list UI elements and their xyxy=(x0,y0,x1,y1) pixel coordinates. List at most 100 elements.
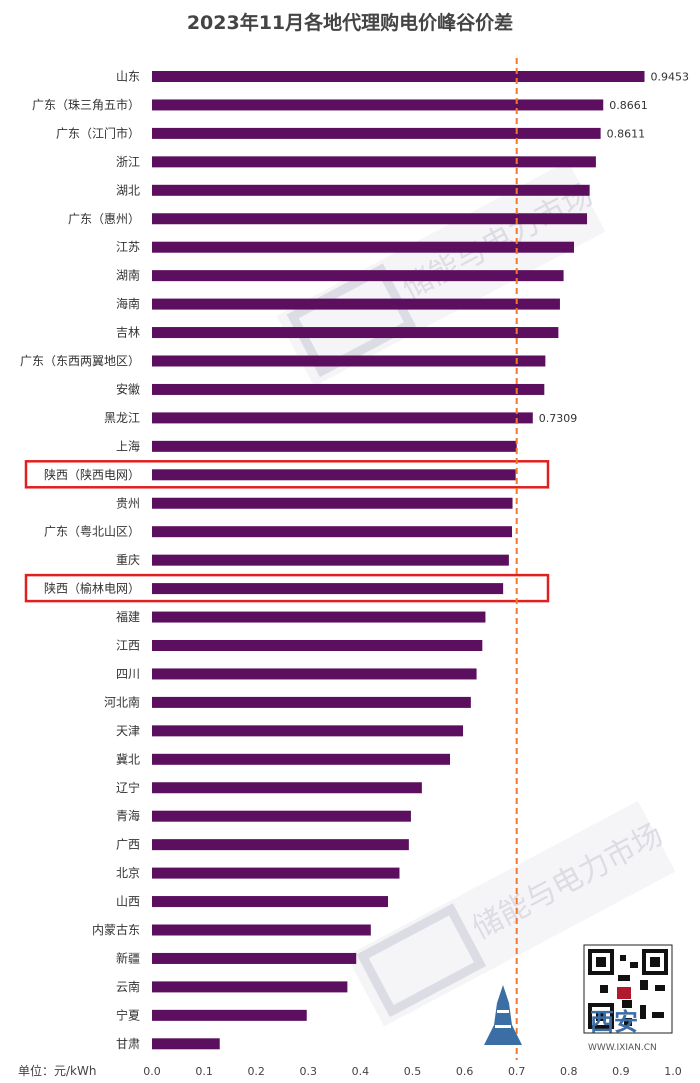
chart-title: 2023年11月各地代理购电价峰谷价差 xyxy=(186,12,514,34)
bar xyxy=(152,383,545,395)
unit-label: 单位：元/kWh xyxy=(18,1063,96,1078)
bar xyxy=(152,99,604,111)
x-tick-label: 0.2 xyxy=(247,1065,265,1078)
category-label: 贵州 xyxy=(116,496,140,510)
category-label: 广东（东西两翼地区） xyxy=(20,354,140,368)
category-label: 陕西（陕西电网） xyxy=(44,467,140,482)
tower-icon xyxy=(484,985,522,1045)
site-logo: 西安 WWW.IXIAN.CN xyxy=(484,985,657,1053)
category-label: 浙江 xyxy=(116,155,140,169)
bar xyxy=(152,298,560,310)
category-label: 山西 xyxy=(116,895,140,909)
category-label: 甘肃 xyxy=(116,1037,140,1051)
category-label: 新疆 xyxy=(116,950,140,965)
watermark-logo-icon xyxy=(286,263,417,378)
x-tick-label: 0.8 xyxy=(560,1065,578,1078)
category-label: 宁夏 xyxy=(116,1007,140,1022)
category-label: 云南 xyxy=(116,979,140,994)
data-labels: 0.9453 0.8661 0.8611 0.7309 xyxy=(539,71,689,425)
logo-text: 西安 xyxy=(590,1007,638,1036)
bar xyxy=(152,753,451,765)
watermark-logo-icon xyxy=(356,903,487,1018)
highlight-boxes xyxy=(24,460,550,603)
category-label: 北京 xyxy=(116,866,140,880)
category-label: 海南 xyxy=(116,296,140,311)
bar xyxy=(152,611,486,623)
logo-url: WWW.IXIAN.CN xyxy=(588,1043,657,1053)
bar xyxy=(152,782,422,794)
highlight-box xyxy=(24,460,550,489)
bar xyxy=(152,156,596,168)
bar xyxy=(152,924,371,936)
bar xyxy=(152,213,588,225)
category-label: 四川 xyxy=(116,667,140,681)
bar xyxy=(152,981,348,993)
category-label: 内蒙古东 xyxy=(92,922,140,937)
bar xyxy=(152,839,409,851)
bar xyxy=(152,696,471,708)
bar xyxy=(152,810,411,822)
category-label: 江西 xyxy=(116,639,140,653)
bar xyxy=(152,1038,220,1050)
x-tick-label: 1.0 xyxy=(664,1065,682,1078)
bar xyxy=(152,554,509,566)
x-tick-label: 0.4 xyxy=(352,1065,370,1078)
bar xyxy=(152,1009,307,1021)
data-label: 0.9453 xyxy=(651,71,690,84)
bar xyxy=(152,469,516,481)
category-label: 安徽 xyxy=(116,381,140,396)
qr-code-icon xyxy=(583,944,673,1034)
category-label: 江苏 xyxy=(116,240,140,254)
category-label: 广东（江门市） xyxy=(56,125,140,140)
category-label: 山东 xyxy=(116,70,140,84)
category-label: 吉林 xyxy=(116,326,140,340)
bar xyxy=(152,412,533,424)
x-tick-label: 0.5 xyxy=(404,1065,422,1078)
category-label: 重庆 xyxy=(116,553,140,567)
bar xyxy=(152,127,601,139)
bar xyxy=(152,327,559,339)
bar xyxy=(152,583,504,595)
x-tick-label: 0.7 xyxy=(508,1065,526,1078)
category-label: 福建 xyxy=(116,609,140,624)
bar xyxy=(152,270,564,282)
bar xyxy=(152,952,357,964)
bar xyxy=(152,71,645,82)
bar xyxy=(152,184,590,196)
bar xyxy=(152,440,517,452)
data-label: 0.7309 xyxy=(539,412,578,425)
bar xyxy=(152,896,389,908)
data-label: 0.8611 xyxy=(607,127,646,140)
category-label: 上海 xyxy=(116,438,140,453)
x-tick-label: 0.0 xyxy=(143,1065,161,1078)
bars-layer xyxy=(152,71,645,1050)
x-tick-label: 0.9 xyxy=(612,1065,630,1078)
category-label: 广东（珠三角五市） xyxy=(32,97,140,112)
category-label: 黑龙江 xyxy=(104,411,140,425)
data-label: 0.8661 xyxy=(609,99,648,112)
bar xyxy=(152,640,483,651)
x-tick-label: 0.6 xyxy=(456,1065,474,1078)
bar xyxy=(152,497,513,509)
category-label: 广东（粤北山区） xyxy=(44,524,140,539)
category-label: 辽宁 xyxy=(116,780,140,795)
bar xyxy=(152,725,464,737)
category-label: 陕西（榆林电网） xyxy=(44,581,140,596)
bar xyxy=(152,867,400,879)
category-label: 广东（惠州） xyxy=(68,212,140,226)
bar xyxy=(152,355,546,367)
x-tick-label: 0.1 xyxy=(195,1065,213,1078)
bar xyxy=(152,668,477,680)
category-label: 湖南 xyxy=(116,268,140,283)
category-label: 河北南 xyxy=(104,694,140,709)
highlight-box xyxy=(24,573,550,603)
category-label: 广西 xyxy=(116,838,140,852)
bar xyxy=(152,241,575,253)
category-label: 天津 xyxy=(116,724,140,738)
bar xyxy=(152,526,513,538)
category-label: 湖北 xyxy=(116,182,140,197)
x-tick-label: 0.3 xyxy=(300,1065,318,1078)
category-label: 青海 xyxy=(116,808,140,823)
